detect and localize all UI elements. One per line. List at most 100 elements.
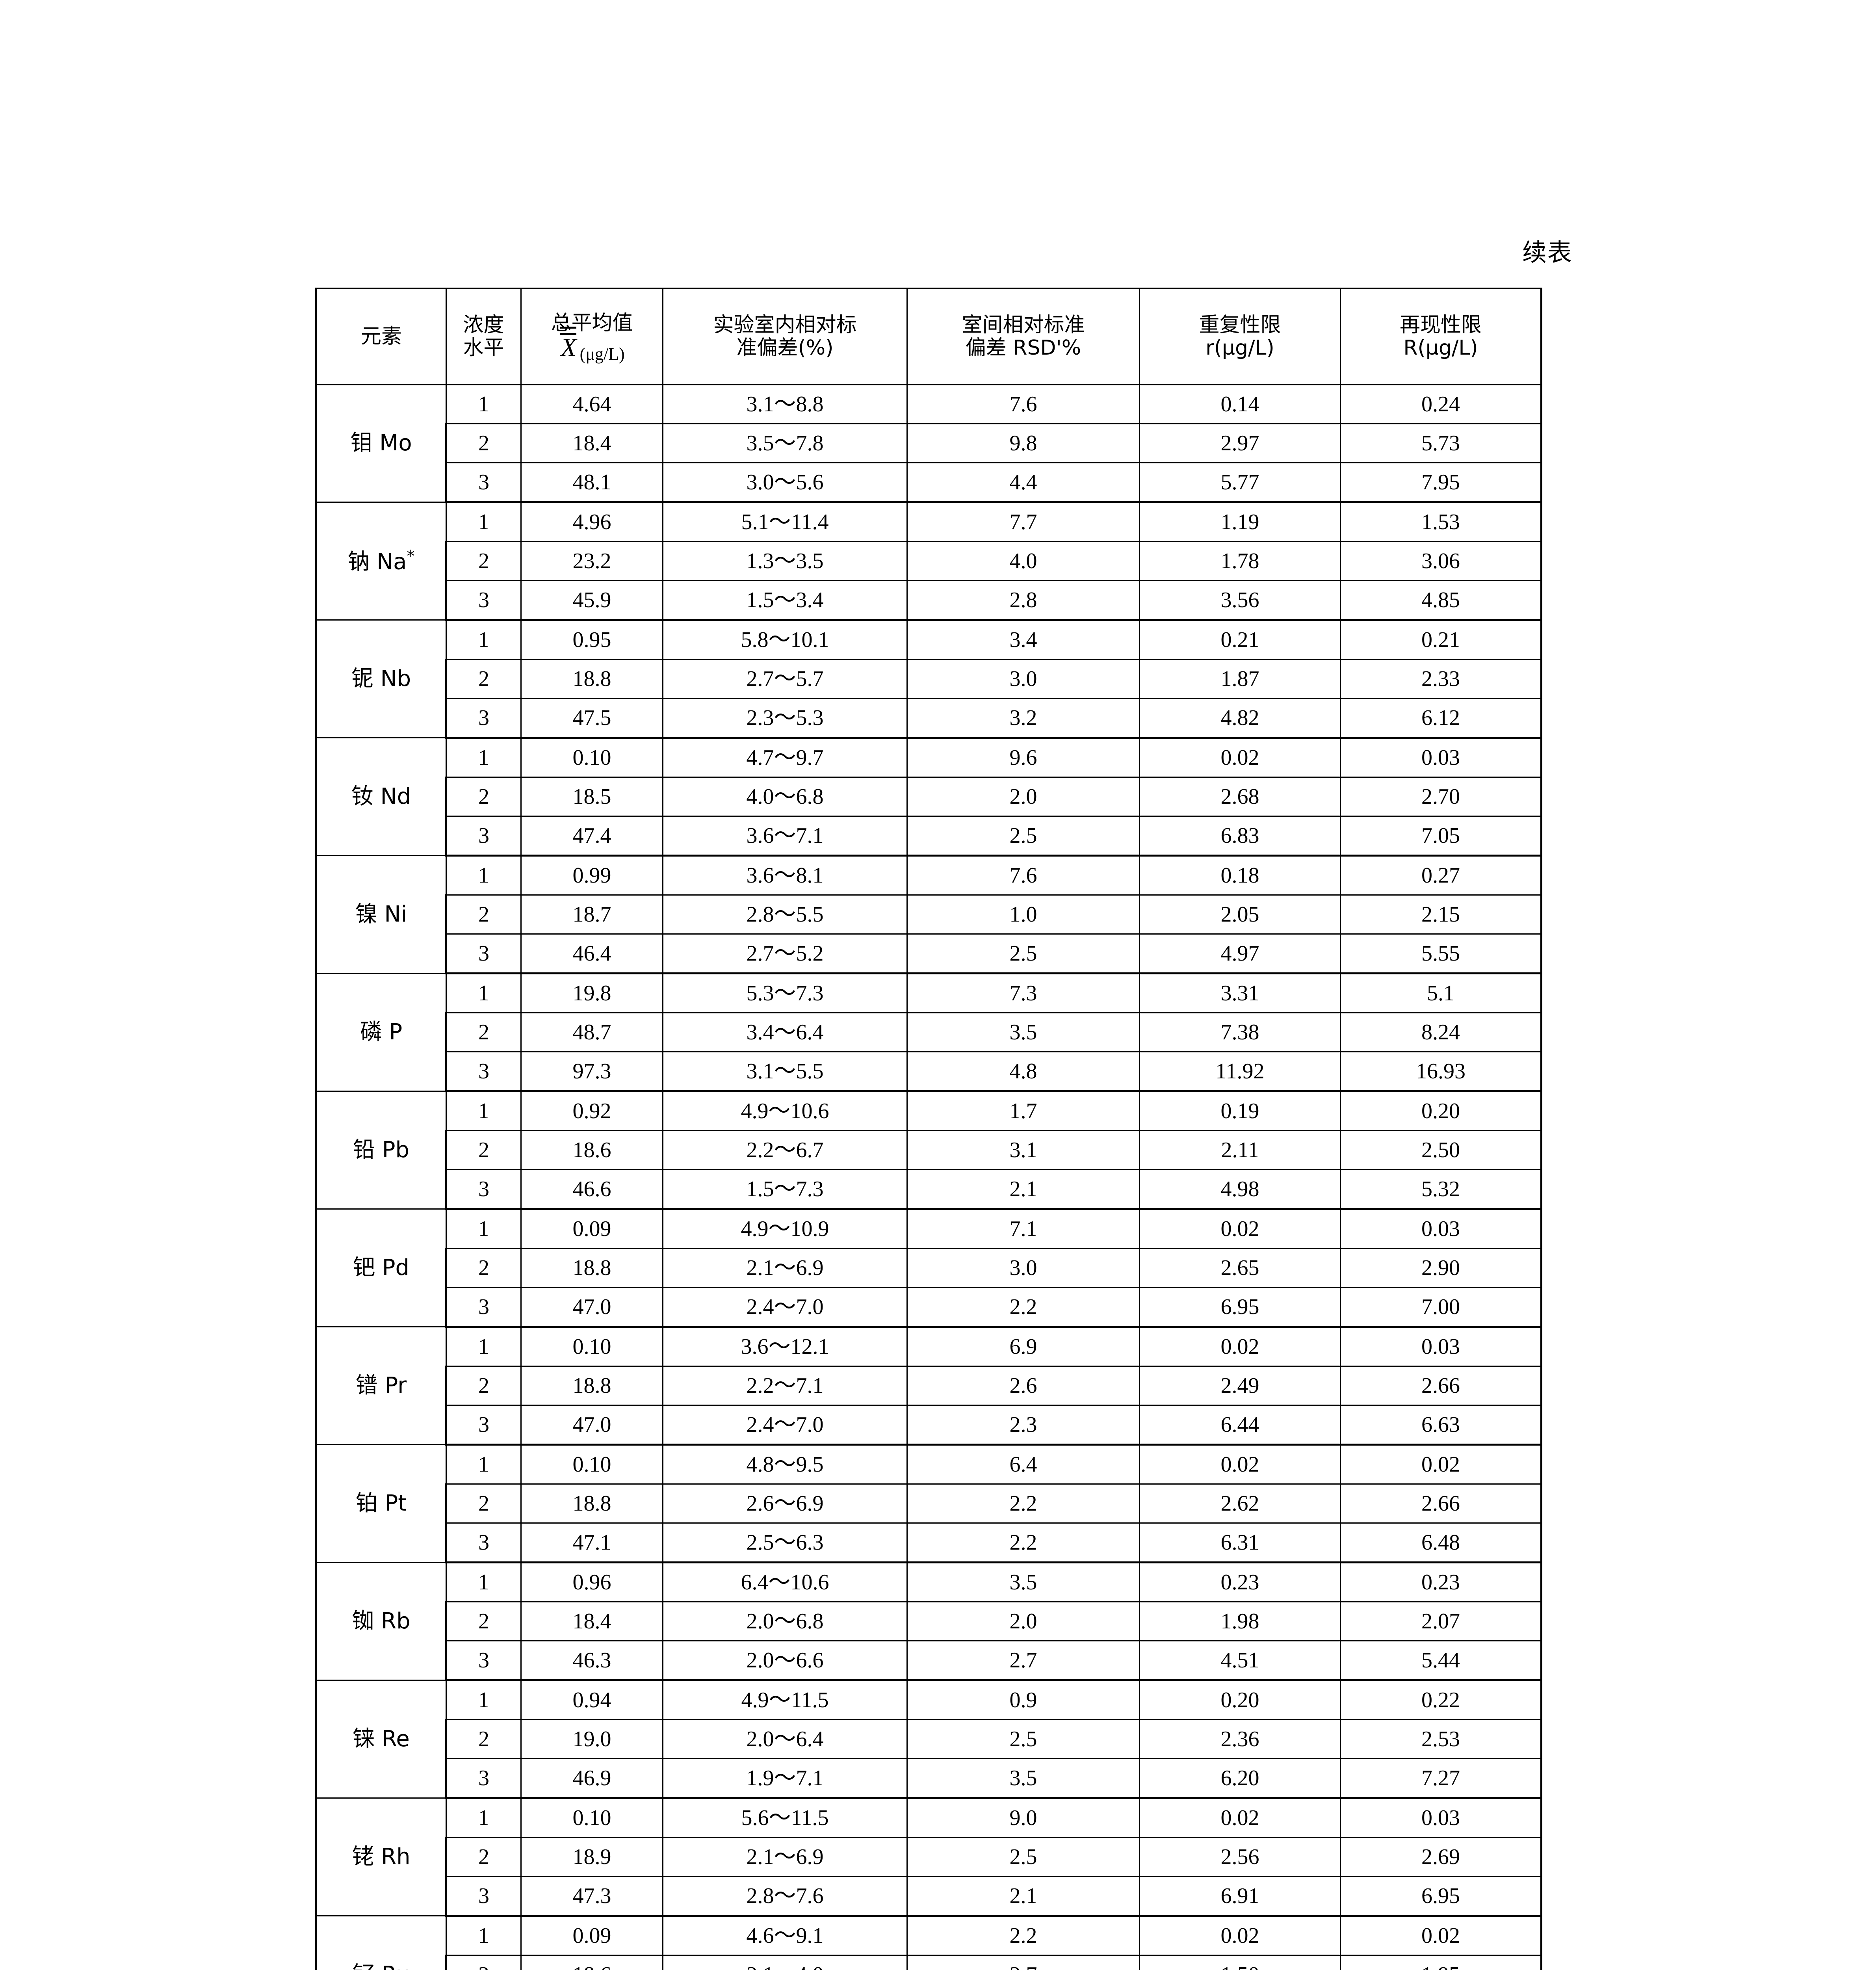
grand-mean-cell: 0.10 [520,1444,663,1485]
repeatability-limit-cell: 1.78 [1139,541,1341,581]
between-lab-rsd-cell: 0.9 [906,1680,1140,1720]
repeatability-limit-cell: 4.82 [1139,698,1341,739]
between-lab-rsd-cell: 2.1 [906,1876,1140,1917]
table-row: 3 47.5 2.3～5.3 3.2 4.82 6.12 [316,698,1542,739]
x-double-bar-symbol: X [559,327,578,361]
reproducibility-limit-cell: 0.02 [1340,1444,1542,1485]
within-lab-rsd-cell: 3.5～7.8 [662,423,908,463]
grand-mean-cell: 0.10 [520,1326,663,1367]
grand-mean-cell: 48.7 [520,1012,663,1052]
element-name-cell: 钌 Ru [315,1915,447,1970]
between-lab-rsd-cell: 2.7 [906,1640,1140,1681]
repeatability-limit-cell: 2.97 [1139,423,1341,463]
reproducibility-limit-cell: 2.15 [1340,894,1542,935]
column-header-reproducibility-limit: 再现性限 R(μg/L) [1340,288,1542,385]
repeatability-limit-cell: 6.83 [1139,816,1341,857]
between-lab-rsd-cell: 3.0 [906,659,1140,699]
repeatability-limit-cell: 0.19 [1139,1091,1341,1131]
table-row: 3 48.1 3.0～5.6 4.4 5.77 7.95 [316,462,1542,503]
reproducibility-limit-cell: 6.12 [1340,698,1542,739]
grand-mean-cell: 97.3 [520,1051,663,1092]
element-name-cell: 钕 Nd [315,737,447,856]
repeatability-limit-cell: 0.02 [1139,1326,1341,1367]
between-lab-rsd-cell: 3.5 [906,1758,1140,1799]
reproducibility-limit-cell: 3.06 [1340,541,1542,581]
table-row: 铑 Rh 1 0.10 5.6～11.5 9.0 0.02 0.03 [315,1797,1542,1916]
concentration-level-cell: 3 [445,1051,522,1092]
grand-mean-cell: 45.9 [520,580,663,621]
reproducibility-limit-cell: 0.03 [1340,737,1542,778]
between-lab-rsd-cell: 4.8 [906,1051,1140,1092]
grand-mean-cell: 18.6 [520,1955,663,1970]
repeatability-limit-cell: 2.49 [1139,1366,1341,1406]
within-lab-rsd-cell: 3.6～12.1 [662,1326,908,1367]
grand-mean-cell: 18.5 [520,777,663,817]
element-name-cell: 铅 Pb [315,1091,447,1210]
repeatability-limit-cell: 0.02 [1139,1915,1341,1956]
between-lab-rsd-cell: 6.4 [906,1444,1140,1485]
repeatability-limit-cell: 0.02 [1139,737,1341,778]
table-row: 3 46.3 2.0～6.6 2.7 4.51 5.44 [316,1640,1542,1681]
between-lab-rsd-cell: 2.2 [906,1915,1140,1956]
grand-mean-cell: 0.10 [520,737,663,778]
repeatability-limit-cell: 1.19 [1139,502,1341,542]
concentration-level-cell: 3 [445,1876,522,1917]
between-lab-rsd-cell: 2.2 [906,1287,1140,1328]
table-row: 2 18.6 2.2～6.7 3.1 2.11 2.50 [316,1130,1542,1170]
grand-mean-cell: 46.6 [520,1169,663,1210]
column-header-repeatability-limit: 重复性限 r(μg/L) [1139,288,1341,385]
between-lab-rsd-cell: 1.7 [906,1091,1140,1131]
grand-mean-cell: 23.2 [520,541,663,581]
between-lab-rsd-line2: 偏差 RSD'% [965,336,1081,360]
repeatability-limit-cell: 1.98 [1139,1601,1341,1641]
table-row: 铅 Pb 1 0.92 4.9～10.6 1.7 0.19 0.20 [315,1091,1542,1210]
within-lab-rsd-cell: 2.2～6.7 [662,1130,908,1170]
between-lab-rsd-cell: 9.6 [906,737,1140,778]
within-lab-rsd-cell: 4.0～6.8 [662,777,908,817]
concentration-level-cell: 2 [445,1837,522,1877]
between-lab-rsd-cell: 2.8 [906,580,1140,621]
concentration-level-cell: 3 [445,698,522,739]
between-lab-rsd-cell: 4.0 [906,541,1140,581]
concentration-level-cell: 3 [445,1287,522,1328]
reproducibility-limit-cell: 1.53 [1340,502,1542,542]
grand-mean-cell: 18.6 [520,1130,663,1170]
table-row: 镍 Ni 1 0.99 3.6～8.1 7.6 0.18 0.27 [315,855,1542,974]
element-name-cell: 铂 Pt [315,1444,447,1563]
table-row: 2 18.4 3.5～7.8 9.8 2.97 5.73 [316,423,1542,463]
concentration-level-cell: 1 [446,1326,522,1367]
concentration-level-cell: 1 [446,855,522,896]
table-row: 铷 Rb 1 0.96 6.4～10.6 3.5 0.23 0.23 [315,1562,1542,1681]
between-lab-rsd-cell: 3.2 [906,698,1140,739]
reproducibility-limit-cell: 6.63 [1340,1405,1542,1446]
table-row: 钯 Pd 1 0.09 4.9～10.9 7.1 0.02 0.03 [315,1208,1542,1327]
repeatability-limit-cell: 0.02 [1139,1797,1341,1838]
table-row: 3 46.9 1.9～7.1 3.5 6.20 7.27 [316,1758,1542,1799]
between-lab-rsd-cell: 2.3 [906,1405,1140,1446]
concentration-level-cell: 1 [446,1915,522,1956]
between-lab-rsd-cell: 3.4 [906,619,1140,660]
table-row: 2 48.7 3.4～6.4 3.5 7.38 8.24 [316,1012,1542,1052]
reproducibility-limit-cell: 0.20 [1340,1091,1542,1131]
concentration-level-cell: 3 [445,816,522,857]
grand-mean-cell: 18.4 [520,423,663,463]
concentration-level-cell: 2 [445,659,522,699]
table-row: 钌 Ru10.094.6～9.12.20.020.02 [315,1915,1542,1970]
repeatability-limit-cell: 2.68 [1139,777,1341,817]
table-row: 3 46.6 1.5～7.3 2.1 4.98 5.32 [316,1169,1542,1210]
table-header: 元素 浓度 水平 总平均值 X (μg/L) [315,288,1542,385]
column-header-concentration-level: 浓度 水平 [446,288,522,385]
grand-mean-cell: 18.8 [520,1248,663,1288]
concentration-level-cell: 1 [446,384,522,424]
element-name-cell: 磷 P [315,973,447,1092]
between-lab-rsd-cell: 4.4 [906,462,1140,503]
within-lab-rsd-cell: 1.5～7.3 [662,1169,908,1210]
repeatability-limit-cell: 2.65 [1139,1248,1341,1288]
concentration-level-cell: 1 [446,1797,522,1838]
grand-mean-cell: 19.8 [520,973,663,1013]
within-lab-rsd-cell: 2.0～6.8 [662,1601,908,1641]
repeatability-limit-cell: 2.05 [1139,894,1341,935]
between-lab-rsd-cell: 2.5 [906,816,1140,857]
reproducibility-limit-cell: 0.24 [1340,384,1542,424]
repeatability-limit-cell: 6.95 [1139,1287,1341,1328]
